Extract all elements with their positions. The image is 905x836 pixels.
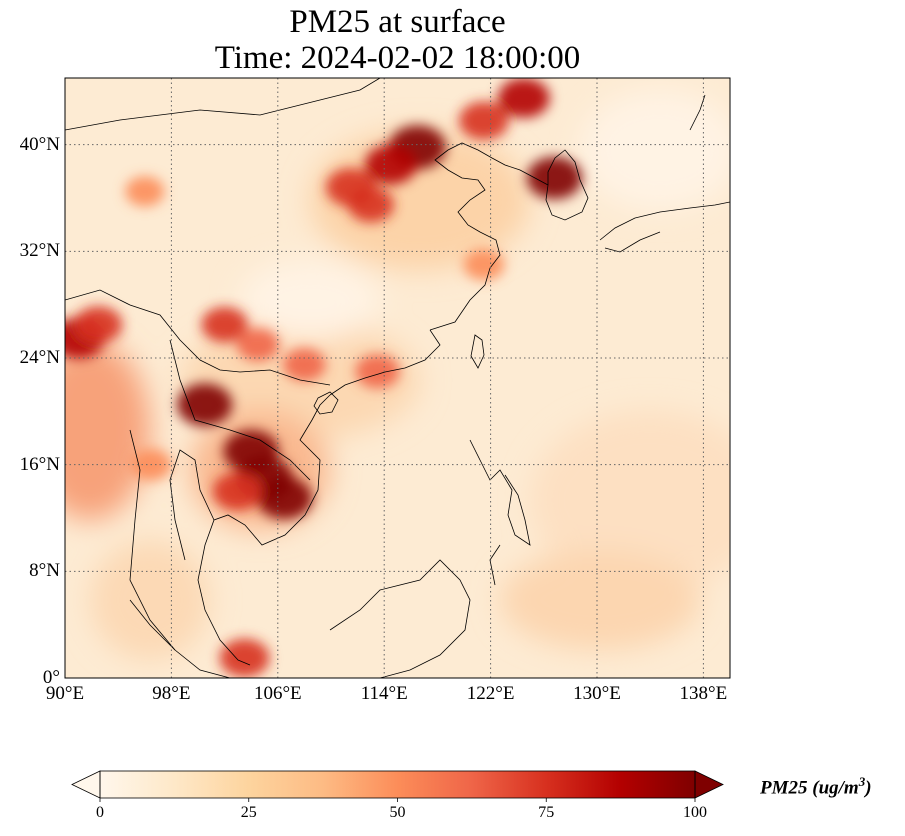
- map-frame: [64, 77, 731, 679]
- pm25-hotspot: [176, 383, 233, 426]
- coastline-china-east: [329, 142, 549, 396]
- colorbar-label-text: PM25 (ug/m: [760, 777, 859, 799]
- colorbar-tick-label: 75: [538, 804, 555, 821]
- lon-tick-label: 90°E: [45, 683, 85, 704]
- pm25-hotspot: [256, 476, 313, 520]
- plot-title: PM25 at surface Time: 2024-02-02 18:00:0…: [65, 4, 730, 76]
- lat-tick-label: 16°N: [19, 453, 60, 475]
- lon-tick-label: 122°E: [466, 683, 515, 704]
- lon-tick-label: 138°E: [679, 683, 728, 704]
- border-mongolia: [65, 78, 381, 131]
- lat-tick-label: 0°: [42, 667, 60, 688]
- pm25-hotspot: [219, 638, 270, 678]
- pm25-hotspots: [65, 78, 583, 678]
- pm25-hotspot: [347, 186, 395, 223]
- colorbar-tick-label: 0: [96, 804, 104, 821]
- colorbar-label: PM25 (ug/m3): [760, 774, 905, 799]
- colorbar: [71, 770, 724, 802]
- coastline-borneo: [329, 559, 471, 678]
- coastline-japan: [599, 94, 730, 253]
- pm25-hotspot: [497, 78, 550, 118]
- colorbar-gradient: [100, 771, 695, 798]
- colorbar-tick-label: 100: [683, 804, 707, 821]
- pm25-hotspot: [458, 101, 509, 140]
- colorbar-tick-label: 25: [240, 804, 257, 821]
- lat-tick-label: 40°N: [19, 133, 60, 155]
- pm25-hotspot: [223, 430, 279, 473]
- lat-tick-label: 32°N: [19, 240, 60, 262]
- pm25-hotspot: [201, 306, 248, 343]
- colorbar-tick-label: 50: [389, 804, 406, 821]
- lat-tick-label: 8°N: [29, 560, 60, 582]
- pm25-hotspot: [74, 306, 123, 344]
- coastline-sumatra: [129, 599, 231, 678]
- colorbar-extend-min: [71, 770, 101, 799]
- pm25-hotspot: [283, 348, 326, 382]
- lon-tick-label: 114°E: [360, 683, 408, 704]
- title-line-variable: PM25 at surface: [289, 4, 506, 40]
- border-mainland-se: [169, 339, 311, 481]
- coastline-taiwan: [470, 334, 485, 369]
- pm25-hotspot: [463, 248, 505, 281]
- pm25-hotspot: [125, 176, 165, 207]
- map-area: [65, 78, 730, 678]
- lon-tick-label: 98°E: [152, 683, 191, 704]
- coastline-korea: [545, 149, 589, 221]
- border-southwest: [65, 289, 331, 386]
- lon-tick-label: 130°E: [573, 683, 621, 704]
- pm25-hotspot: [364, 144, 417, 185]
- lon-tick-label: 106°E: [253, 683, 302, 704]
- lat-tick-label: 24°N: [19, 347, 60, 368]
- pm25-hotspot: [526, 156, 583, 200]
- colorbar-label-close: ): [865, 777, 872, 799]
- pm25-hotspot: [212, 472, 263, 511]
- colorbar-extend-max: [694, 770, 724, 799]
- pm25-hotspot: [355, 354, 400, 389]
- title-line-time: Time: 2024-02-02 18:00:00: [214, 40, 581, 76]
- coastline-philippines: [469, 439, 531, 586]
- colorbar-tickmarks: [99, 798, 696, 802]
- coastline-hainan: [313, 391, 339, 415]
- colorbar-label-exponent: 3: [858, 774, 866, 789]
- coastline-indochina: [129, 394, 331, 666]
- pm25-hotspot: [236, 328, 280, 362]
- coastlines-and-borders: [65, 78, 730, 678]
- map-gridlines: [65, 78, 730, 678]
